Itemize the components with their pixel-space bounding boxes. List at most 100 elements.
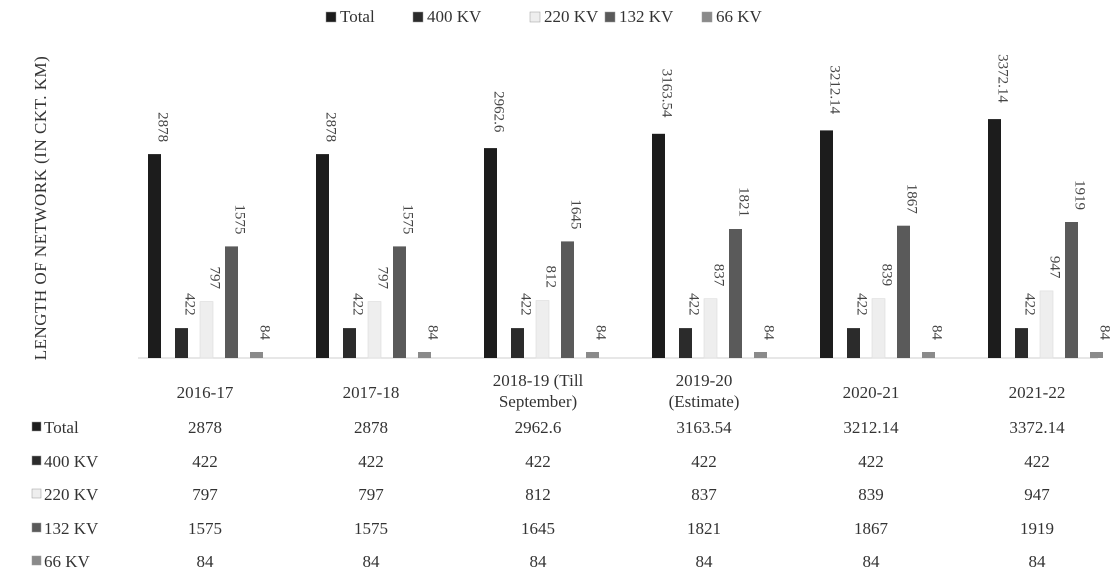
legend-swatch-400-kv	[412, 11, 424, 23]
table-series-name: 132 KV	[44, 519, 99, 538]
legend-label-132-kv: 132 KV	[619, 7, 674, 26]
bar-400-kv	[511, 328, 524, 358]
table-cell: 84	[696, 552, 714, 571]
chart-legend: Total 400 KV 220 KV 132 KV 66 KV	[325, 7, 763, 26]
table-swatch-220-kv	[31, 488, 42, 499]
bar-total	[484, 148, 497, 358]
bar-400-kv	[847, 328, 860, 358]
table-cell: 3212.14	[843, 418, 899, 437]
table-cell: 84	[363, 552, 381, 571]
table-cell: 422	[358, 452, 384, 471]
data-label-66-kv: 84	[1097, 325, 1112, 341]
legend-label-220-kv: 220 KV	[544, 7, 599, 26]
bar-group-2016-17: 2878 422 797 1575 84	[148, 112, 273, 359]
legend-label-total: Total	[340, 7, 375, 26]
data-label-66-kv: 84	[929, 325, 945, 341]
bar-total	[820, 130, 833, 358]
bar-group-2019-20-estimate: 3163.54 422 837 1821 84	[652, 69, 777, 359]
table-cell: 422	[1024, 452, 1050, 471]
bar-132-kv	[897, 225, 910, 358]
table-row-220-kv: 220 KV 797 797 812 837 839 947	[31, 485, 1050, 504]
table-cell: 84	[197, 552, 215, 571]
data-label-total: 2962.6	[491, 91, 507, 133]
table-cell: 1821	[687, 519, 721, 538]
data-label-400-kv: 422	[182, 293, 198, 316]
table-cell: 1645	[521, 519, 555, 538]
legend-swatch-132-kv	[604, 11, 616, 23]
legend-label-66-kv: 66 KV	[716, 7, 763, 26]
category-label-2018-19-till-september: 2018-19 (Till September)	[493, 371, 584, 411]
legend-item-220-kv: 220 KV	[529, 7, 599, 26]
data-label-total: 3163.54	[659, 69, 675, 118]
bar-group-2020-21: 3212.14 422 839 1867 84	[820, 65, 945, 359]
table-row-132-kv: 132 KV 1575 1575 1645 1821 1867 1919	[31, 519, 1054, 538]
bar-400-kv	[1015, 328, 1028, 358]
data-label-220-kv: 797	[207, 267, 223, 290]
data-label-total: 3372.14	[995, 54, 1011, 103]
data-label-66-kv: 84	[593, 325, 609, 341]
bar-132-kv	[1065, 222, 1078, 358]
bar-220-kv	[535, 300, 550, 359]
table-cell: 2962.6	[515, 418, 562, 437]
data-label-400-kv: 422	[854, 293, 870, 316]
data-label-66-kv: 84	[761, 325, 777, 341]
bar-66-kv	[754, 352, 767, 358]
legend-swatch-66-kv	[701, 11, 713, 23]
data-label-220-kv: 839	[879, 264, 895, 287]
table-cell: 2878	[188, 418, 222, 437]
table-cell: 839	[858, 485, 884, 504]
data-label-220-kv: 947	[1047, 256, 1063, 279]
data-label-total: 3212.14	[827, 65, 843, 114]
category-label-line: September)	[499, 392, 577, 411]
data-label-220-kv: 837	[711, 264, 727, 287]
bar-132-kv	[393, 246, 406, 358]
table-swatch-total	[31, 421, 42, 432]
table-series-name: 400 KV	[44, 452, 99, 471]
bar-220-kv	[703, 298, 718, 359]
bar-400-kv	[679, 328, 692, 358]
bar-66-kv	[1090, 352, 1103, 358]
data-table: Total 2878 2878 2962.6 3163.54 3212.14 3372.14…	[31, 418, 1065, 571]
category-label-line: (Estimate)	[669, 392, 740, 411]
bar-220-kv	[199, 301, 214, 359]
bar-132-kv	[225, 246, 238, 358]
legend-item-66-kv: 66 KV	[701, 7, 763, 26]
bar-220-kv	[1039, 290, 1054, 359]
table-cell: 3372.14	[1009, 418, 1065, 437]
table-cell: 2878	[354, 418, 388, 437]
bar-66-kv	[586, 352, 599, 358]
category-label-line: 2017-18	[343, 383, 400, 402]
data-label-400-kv: 422	[1022, 293, 1038, 316]
table-swatch-400-kv	[31, 455, 42, 466]
table-swatch-66-kv	[31, 555, 42, 566]
table-cell: 797	[358, 485, 384, 504]
table-series-name: 220 KV	[44, 485, 99, 504]
category-label-line: 2021-22	[1009, 383, 1066, 402]
category-label-2021-22: 2021-22	[1009, 383, 1066, 402]
bar-total	[316, 154, 329, 358]
bar-groups: 2878 422 797 1575 84 2878 422 797 1575 84 2962.6 42…	[148, 54, 1112, 359]
legend-swatch-total	[325, 11, 337, 23]
category-label-2016-17: 2016-17	[177, 383, 234, 402]
table-swatch-132-kv	[31, 522, 42, 533]
bar-total	[988, 119, 1001, 358]
data-label-66-kv: 84	[257, 325, 273, 341]
legend-item-total: Total	[325, 7, 375, 26]
bar-400-kv	[175, 328, 188, 358]
bar-220-kv	[871, 298, 886, 359]
table-cell: 947	[1024, 485, 1050, 504]
table-cell: 84	[863, 552, 881, 571]
category-label-line: 2020-21	[843, 383, 900, 402]
data-label-132-kv: 1919	[1072, 180, 1088, 210]
legend-swatch-220-kv	[529, 11, 541, 23]
category-label-2017-18: 2017-18	[343, 383, 400, 402]
table-cell: 3163.54	[676, 418, 732, 437]
bar-400-kv	[343, 328, 356, 358]
category-label-2019-20-estimate: 2019-20 (Estimate)	[669, 371, 740, 411]
bar-total	[652, 133, 665, 358]
data-label-132-kv: 1575	[400, 204, 416, 234]
category-label-line: 2018-19 (Till	[493, 371, 584, 390]
data-label-132-kv: 1575	[232, 204, 248, 234]
